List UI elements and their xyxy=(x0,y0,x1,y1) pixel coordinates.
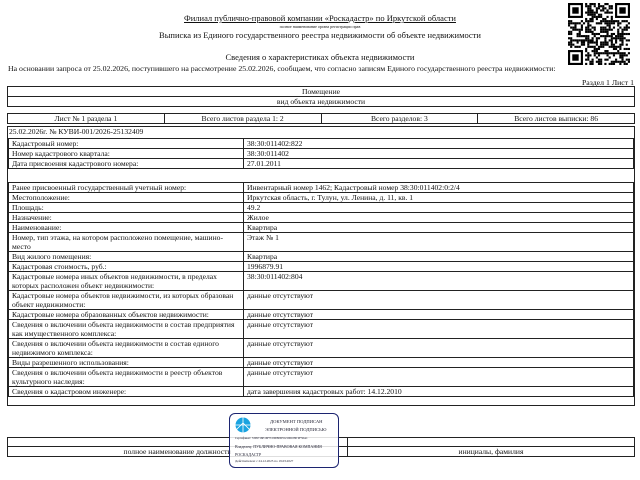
table-row: Площадь: 49.2 xyxy=(8,202,634,213)
stamp-certificate: Сертификат: 5399716E16F7C09080D552196108… xyxy=(235,436,308,440)
row-label: Площадь: xyxy=(8,202,244,213)
document-title: Выписка из Единого государственного реес… xyxy=(159,30,481,40)
row-label: Наименование: xyxy=(8,222,244,233)
row-label: Назначение: xyxy=(8,212,244,223)
row-value: дата завершения кадастровых работ: 14.12… xyxy=(243,386,634,397)
object-type: Помещение xyxy=(7,86,635,97)
table-row: Кадастровые номера объектов недвижимости… xyxy=(8,290,634,310)
row-value: 38:30:011402:822 xyxy=(243,138,634,149)
row-label: Виды разрешенного использования: xyxy=(8,357,244,368)
row-label: Дата присвоения кадастрового номера: xyxy=(8,158,244,169)
stamp-line-2: ЭЛЕКТРОННОЙ ПОДПИСЬЮ xyxy=(265,427,327,432)
row-label: Ранее присвоенный государственный учетны… xyxy=(8,182,244,193)
table-row: Кадастровый номер: 38:30:011402:822 xyxy=(8,138,634,149)
row-label: Вид жилого помещения: xyxy=(8,251,244,262)
object-type-caption: вид объекта недвижимости xyxy=(7,96,635,107)
row-value: 49.2 xyxy=(243,202,634,213)
row-value: Жилое xyxy=(243,212,634,223)
table-row: Номер, тип этажа, на котором расположено… xyxy=(8,232,634,252)
stamp-owner-2: РОСКАДАСТР xyxy=(235,452,262,457)
table-row: Сведения о включении объекта недвижимост… xyxy=(8,338,634,358)
row-label: Кадастровые номера иных объектов недвижи… xyxy=(8,271,244,291)
table-row: Вид жилого помещения: Квартира xyxy=(8,251,634,262)
row-value: Квартира xyxy=(243,222,634,233)
sections-total: Всего разделов: 3 xyxy=(320,113,479,124)
table-row: Номер кадастрового квартала: 38:30:011402 xyxy=(8,148,634,159)
stamp-owner: Владелец: ПУБЛИЧНО-ПРАВОВАЯ КОМПАНИЯ xyxy=(235,444,322,449)
row-value: 1996879.91 xyxy=(243,261,634,272)
table-row: Ранее присвоенный государственный учетны… xyxy=(8,182,634,193)
table-row: Назначение: Жилое xyxy=(8,212,634,223)
row-label: Сведения о включении объекта недвижимост… xyxy=(8,338,244,358)
table-row: Наименование: Квартира xyxy=(8,222,634,233)
details-table: Ранее присвоенный государственный учетны… xyxy=(8,182,634,397)
signature-table: полное наименование должности инициалы, ф… xyxy=(7,437,635,457)
row-value: Инвентарный номер 1462; Кадастровый номе… xyxy=(243,182,634,193)
row-label: Сведения о включении объекта недвижимост… xyxy=(8,367,244,387)
electronic-signature-stamp: ДОКУМЕНТ ПОДПИСАН ЭЛЕКТРОННОЙ ПОДПИСЬЮ С… xyxy=(229,413,339,468)
row-value: Этаж № 1 xyxy=(243,232,634,252)
request-line: 25.02.2026г. № КУВИ-001/2026-25132409 xyxy=(9,127,144,136)
table-row: Дата присвоения кадастрового номера: 27.0… xyxy=(8,158,634,169)
table-row: Сведения о кадастровом инженере: дата зав… xyxy=(8,386,634,397)
table-row: Сведения о включении объекта недвижимост… xyxy=(8,319,634,339)
main-info-table: Кадастровый номер: 38:30:011402:822 Номер … xyxy=(8,138,634,169)
name-caption: инициалы, фамилия xyxy=(347,446,635,457)
row-label: Сведения о кадастровом инженере: xyxy=(8,386,244,397)
stamp-validity: Действителен: с 24.12.2025 по 19.03.2027 xyxy=(235,459,294,463)
table-row: Виды разрешенного использования: данные о… xyxy=(8,357,634,368)
row-label: Кадастровая стоимость, руб.: xyxy=(8,261,244,272)
table-row: Местоположение: Иркутская область, г. Тул… xyxy=(8,192,634,203)
row-value: данные отсутствуют xyxy=(243,338,634,358)
row-label: Номер, тип этажа, на котором расположено… xyxy=(8,232,244,252)
row-value: 38:30:011402:804 xyxy=(243,271,634,291)
row-label: Сведения о включении объекта недвижимост… xyxy=(8,319,244,339)
document-subtitle: Сведения о характеристиках объекта недви… xyxy=(225,52,415,62)
row-label: Местоположение: xyxy=(8,192,244,203)
sheet-number: Лист № 1 раздела 1 xyxy=(7,113,165,124)
section-label: Раздел 1 Лист 1 xyxy=(581,78,634,87)
row-label: Кадастровый номер: xyxy=(8,138,244,149)
row-value: данные отсутствуют xyxy=(243,319,634,339)
row-value: 27.01.2011 xyxy=(243,158,634,169)
row-value: данные отсутствуют xyxy=(243,290,634,310)
table-row: Кадастровая стоимость, руб.: 1996879.91 xyxy=(8,261,634,272)
roskadastr-logo-icon xyxy=(235,417,251,435)
name-cell xyxy=(347,437,635,447)
qr-code xyxy=(568,3,630,65)
content-frame xyxy=(7,126,635,406)
stamp-line-1: ДОКУМЕНТ ПОДПИСАН xyxy=(270,419,323,424)
extract-sheets-total: Всего листов выписки: 86 xyxy=(477,113,635,124)
row-value: Иркутская область, г. Тулун, ул. Ленина,… xyxy=(243,192,634,203)
row-value: 38:30:011402 xyxy=(243,148,634,159)
row-label: Кадастровые номера объектов недвижимости… xyxy=(8,290,244,310)
organization-name: Филиал публично-правовой компании «Роска… xyxy=(184,13,456,23)
intro-text: На основании запроса от 25.02.2026, пост… xyxy=(8,64,556,73)
section-sheets-total: Всего листов раздела 1: 2 xyxy=(163,113,322,124)
row-value: данные отсутствуют xyxy=(243,367,634,387)
row-label: Номер кадастрового квартала: xyxy=(8,148,244,159)
table-row: Кадастровые номера иных объектов недвижи… xyxy=(8,271,634,291)
row-label: Кадастровые номера образованных объектов… xyxy=(8,309,244,320)
table-row: Кадастровые номера образованных объектов… xyxy=(8,309,634,320)
row-value: данные отсутствуют xyxy=(243,309,634,320)
row-value: Квартира xyxy=(243,251,634,262)
organization-caption: полное наименование органа регистрации п… xyxy=(279,24,361,29)
object-type-table: Помещение вид объекта недвижимости xyxy=(7,86,635,107)
sheets-table: Лист № 1 раздела 1 Всего листов раздела … xyxy=(7,113,635,124)
table-row: Сведения о включении объекта недвижимост… xyxy=(8,367,634,387)
row-value: данные отсутствуют xyxy=(243,357,634,368)
